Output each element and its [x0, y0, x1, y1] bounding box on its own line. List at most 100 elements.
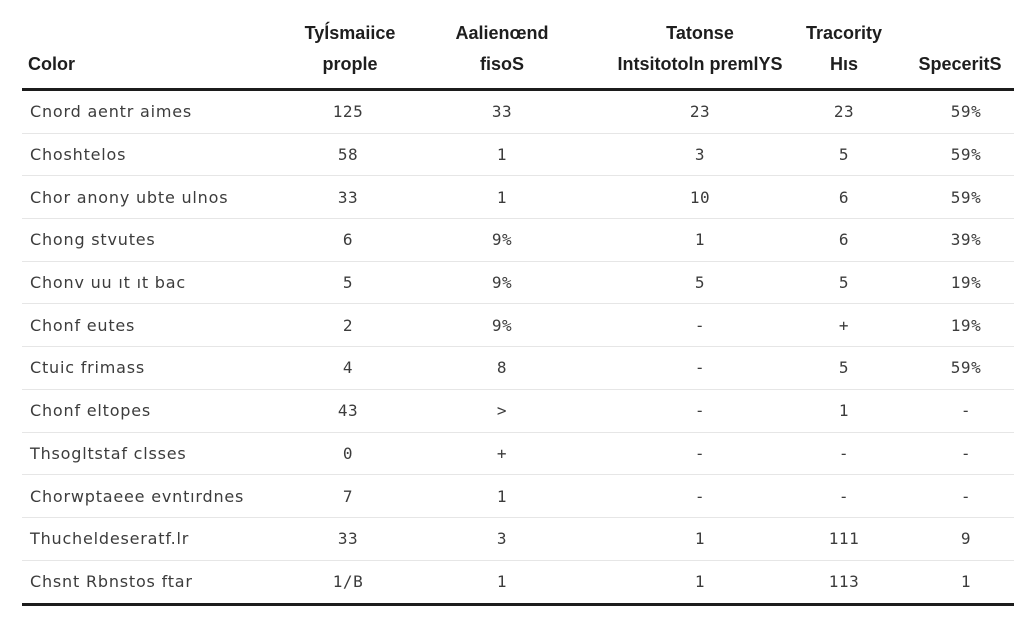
- cell-value: 1: [694, 572, 706, 592]
- cell-value: 33: [337, 187, 359, 207]
- cell-value: 1: [838, 401, 850, 421]
- header-col5: Tracority Hıs: [786, 18, 902, 80]
- cell-value: 5: [342, 273, 354, 293]
- cell-value: 23: [689, 102, 711, 122]
- row-label: Chong stvutes: [30, 230, 156, 250]
- cell-value: 1: [960, 572, 972, 592]
- cell-value: 33: [491, 102, 513, 122]
- cell-value: 1: [694, 230, 706, 250]
- table-row: Chonf eltopes 43 > - 1 -: [22, 390, 1014, 433]
- row-label: Chonv uu ıt ıt bac: [30, 273, 186, 293]
- table-row: Thsogltstaf clsses 0 + - - -: [22, 433, 1014, 476]
- table-row: Chor anony ubte ulnos 33 1 10 6 59%: [22, 176, 1014, 220]
- table-row: Chonf eutes 2 9% - +19%: [22, 304, 1014, 348]
- cell-value: >: [496, 401, 508, 421]
- header-col2: Tyĺsmaiice prople: [280, 18, 420, 80]
- cell-value: 3: [694, 145, 706, 165]
- cell-value: 59%: [950, 187, 982, 207]
- header-line2: SpeceritS: [918, 54, 1002, 74]
- cell-value: 9: [960, 529, 972, 549]
- header-line1: Tatonse: [666, 23, 734, 43]
- cell-value: 3: [496, 529, 508, 549]
- table-row: Chorwptaeee evntırdnes 7 1 - - -: [22, 475, 1014, 518]
- table-row: Ctuic frimass 4 8 - 5 59%: [22, 347, 1014, 390]
- header-line1: Tracority: [805, 23, 883, 43]
- cell-value: -: [694, 315, 706, 335]
- cell-value: 1: [496, 145, 508, 165]
- cell-value: 5: [694, 273, 706, 293]
- row-label: Thsogltstaf clsses: [30, 443, 187, 463]
- cell-value: -: [694, 443, 706, 463]
- cell-value: +: [838, 315, 850, 335]
- cell-value: 23: [833, 102, 855, 122]
- cell-value: 125: [332, 102, 364, 122]
- row-label: Chorwptaeee evntırdnes: [30, 486, 245, 506]
- cell-value: 1/B: [332, 572, 364, 592]
- cell-value: 9%: [491, 273, 513, 293]
- cell-value: 39%: [950, 230, 982, 250]
- row-label: Chor anony ubte ulnos: [30, 187, 229, 207]
- cell-value: -: [960, 401, 972, 421]
- row-label: Chsnt Rbnstos ftar: [30, 572, 193, 592]
- cell-value: 10: [689, 187, 711, 207]
- cell-value: 113: [828, 572, 860, 592]
- table-row: Chonv uu ıt ıt bac 5 9% 5 5 19%: [22, 262, 1014, 305]
- cell-value: -: [960, 486, 972, 506]
- cell-value: 0: [342, 443, 354, 463]
- cell-value: 33: [337, 529, 359, 549]
- cell-value: 6: [838, 187, 850, 207]
- cell-value: 6: [838, 230, 850, 250]
- cell-value: 59%: [950, 145, 982, 165]
- cell-value: 5: [838, 273, 850, 293]
- cell-value: -: [694, 358, 706, 378]
- cell-value: -: [960, 443, 972, 463]
- table-row: Chong stvutes 6 9% 1 6 39%: [22, 219, 1014, 262]
- row-label: Cnord aentr aimes: [30, 102, 192, 122]
- header-line1: Aalienœnd: [455, 23, 549, 43]
- table-row: Choshtelos 58 1 3 5 59%: [22, 134, 1014, 177]
- cell-value: -: [838, 486, 850, 506]
- row-label: Ctuic frimass: [30, 358, 146, 378]
- cell-value: 19%: [950, 273, 982, 293]
- header-col3: Aalienœnd fisoS: [432, 18, 572, 80]
- table-row: Chsnt Rbnstos ftar 1/B 1 1 113 1: [22, 561, 1014, 604]
- cell-value: 1: [694, 529, 706, 549]
- cell-value: -: [838, 443, 850, 463]
- table-header: Color Tyĺsmaiice prople Aalienœnd fisoS …: [22, 0, 1014, 88]
- cell-value: 6: [342, 230, 354, 250]
- cell-value: 58: [337, 145, 359, 165]
- row-label: Thucheldeseratf.lr: [30, 529, 190, 549]
- cell-value: 2: [342, 315, 354, 335]
- header-col6: SpeceritS: [906, 49, 1014, 80]
- cell-value: 59%: [950, 102, 982, 122]
- header-line2: Hıs: [829, 54, 858, 74]
- cell-value: 59%: [950, 358, 982, 378]
- data-table: Color Tyĺsmaiice prople Aalienœnd fisoS …: [22, 0, 1014, 606]
- cell-value: 8: [496, 358, 508, 378]
- bottom-rule: [22, 603, 1014, 606]
- table-row: Thucheldeseratf.lr 33 3 1 111 9: [22, 518, 1014, 561]
- cell-value: 7: [342, 486, 354, 506]
- header-line2: Intsitotoln premlYS: [617, 54, 783, 74]
- header-rule: [22, 88, 1014, 91]
- cell-value: 43: [337, 401, 359, 421]
- cell-value: 19%: [950, 315, 982, 335]
- cell-value: 9%: [491, 315, 513, 335]
- cell-value: 1: [496, 486, 508, 506]
- table-body: Cnord aentr aimes 125 33 23 23 59% Choshtelos 5…: [22, 91, 1014, 603]
- header-line2: fisoS: [479, 54, 524, 74]
- cell-value: 9%: [491, 230, 513, 250]
- header-line2: Color: [28, 54, 75, 74]
- cell-value: +: [496, 443, 508, 463]
- header-line1: Tyĺsmaiice: [304, 23, 396, 43]
- cell-value: 4: [342, 358, 354, 378]
- row-label: Chonf eltopes: [30, 401, 152, 421]
- cell-value: 111: [828, 529, 860, 549]
- cell-value: 5: [838, 358, 850, 378]
- header-col4: Tatonse Intsitotoln premlYS: [598, 18, 802, 80]
- row-label: Chonf eutes: [30, 315, 136, 335]
- cell-value: 1: [496, 572, 508, 592]
- row-label: Choshtelos: [30, 145, 127, 165]
- cell-value: -: [694, 486, 706, 506]
- table-row: Cnord aentr aimes 125 33 23 23 59%: [22, 91, 1014, 134]
